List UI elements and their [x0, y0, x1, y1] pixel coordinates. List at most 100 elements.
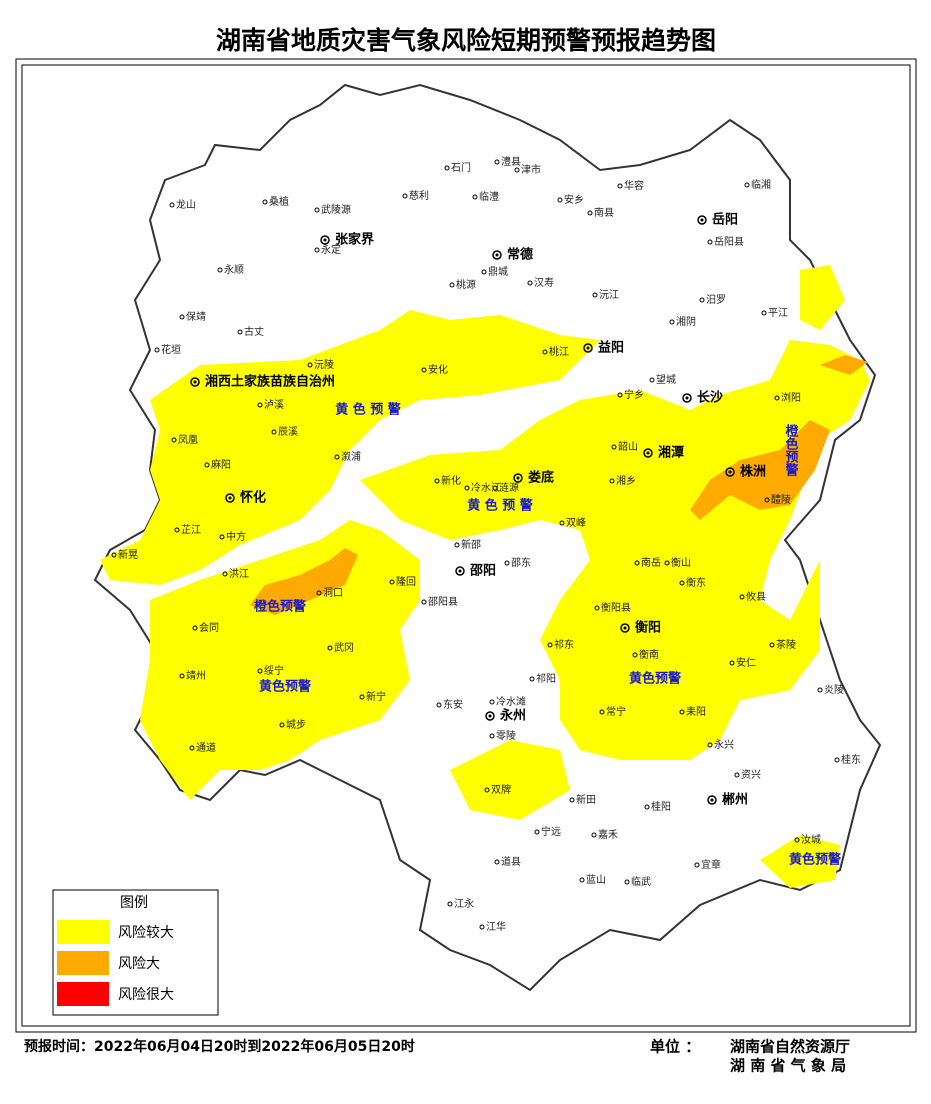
county-marker	[764, 497, 770, 503]
legend-label: 风险大	[118, 956, 160, 972]
county-label: 衡南	[639, 648, 659, 661]
warning-label: 橙色预警	[254, 599, 306, 615]
county-marker	[694, 862, 700, 868]
county-marker	[569, 797, 575, 803]
county-label: 会同	[199, 621, 219, 634]
county-marker	[334, 454, 340, 460]
county-marker	[529, 676, 535, 682]
county-marker	[111, 552, 117, 558]
county-marker	[492, 485, 498, 491]
county-label: 新化	[441, 474, 461, 487]
county-marker	[514, 167, 520, 173]
county-label: 津市	[521, 163, 541, 176]
county-label: 涟源	[499, 481, 519, 494]
city-marker	[516, 476, 520, 480]
province	[93, 83, 882, 992]
yellow-area	[360, 340, 870, 760]
county-label: 古丈	[244, 325, 264, 338]
orange-area	[250, 548, 358, 615]
city-marker	[725, 467, 735, 477]
county-label: 汉寿	[534, 276, 554, 289]
city-marker	[190, 377, 200, 387]
county-marker	[444, 165, 450, 171]
county-label: 耒阳	[686, 706, 706, 718]
county-marker	[559, 520, 565, 526]
county-label: 新田	[576, 793, 596, 806]
county-marker	[834, 757, 840, 763]
county-label: 桂东	[841, 753, 861, 766]
city-marker	[646, 451, 650, 455]
county-marker	[189, 745, 195, 751]
county-label: 芷江	[181, 523, 201, 536]
warning-label: 黄色预警	[629, 671, 681, 687]
county-marker	[664, 560, 670, 566]
county-label: 隆回	[396, 575, 416, 588]
county-marker	[707, 742, 713, 748]
city-label: 岳阳	[712, 213, 738, 228]
city-marker	[513, 473, 523, 483]
county-marker	[179, 673, 185, 679]
county-label: 桃江	[549, 345, 569, 358]
county-marker	[817, 687, 823, 693]
city-marker	[643, 448, 653, 458]
county-marker	[624, 879, 630, 885]
county-marker	[489, 699, 495, 705]
county-label: 桃源	[456, 278, 476, 291]
county-label: 道县	[501, 855, 521, 868]
county-label: 攸县	[746, 590, 766, 603]
county-marker	[169, 202, 175, 208]
county-label: 城步	[286, 719, 306, 731]
county-label: 辰溪	[278, 426, 298, 438]
county-label: 石门	[451, 161, 471, 174]
county-label: 江永	[454, 897, 474, 910]
county-label: 沅陵	[314, 358, 334, 371]
city-marker	[620, 623, 630, 633]
county-label: 新宁	[366, 690, 386, 703]
county-label: 冷水滩	[496, 695, 526, 708]
county-label: 嘉禾	[598, 828, 618, 841]
city-label: 长沙	[697, 390, 723, 406]
county-marker	[402, 193, 408, 199]
county-marker	[279, 722, 285, 728]
county-marker	[504, 560, 510, 566]
city-label: 常德	[507, 247, 533, 263]
county-label: 洞口	[323, 587, 343, 599]
legend-title: 图例	[120, 895, 148, 911]
county-label: 资兴	[741, 769, 761, 781]
city-marker	[485, 711, 495, 721]
county-marker	[649, 377, 655, 383]
city-label: 益阳	[598, 340, 624, 356]
county-label: 东安	[443, 698, 463, 711]
county-marker	[481, 269, 487, 275]
legend-label: 风险较大	[118, 925, 174, 941]
county-marker	[494, 859, 500, 865]
county-marker	[219, 534, 225, 540]
county-label: 新晃	[118, 548, 138, 561]
county-marker	[237, 329, 243, 335]
county-label: 花垣	[161, 343, 181, 356]
city-label: 株洲	[740, 464, 766, 480]
county-label: 零陵	[496, 730, 516, 742]
city-marker	[700, 218, 704, 222]
county-marker	[464, 485, 470, 491]
forecast-time: 预报时间：2022年06月04日20时到2022年06月05日20时	[24, 1038, 415, 1055]
county-marker	[542, 349, 548, 355]
city-label: 湘西土家族苗族自治州	[205, 374, 335, 390]
county-marker	[679, 709, 685, 715]
county-marker	[744, 182, 750, 188]
county-label: 慈利	[409, 189, 429, 202]
county-marker	[734, 772, 740, 778]
county-label: 澧县	[501, 155, 521, 168]
county-marker	[761, 310, 767, 316]
county-label: 汝城	[801, 833, 821, 846]
county-marker	[217, 267, 223, 273]
county-marker	[592, 292, 598, 298]
county-marker	[479, 924, 485, 930]
county-marker	[579, 877, 585, 883]
inner-frame	[21, 64, 911, 1027]
county-marker	[449, 282, 455, 288]
county-marker	[222, 571, 228, 577]
city-marker	[320, 235, 330, 245]
city-marker	[623, 626, 627, 630]
